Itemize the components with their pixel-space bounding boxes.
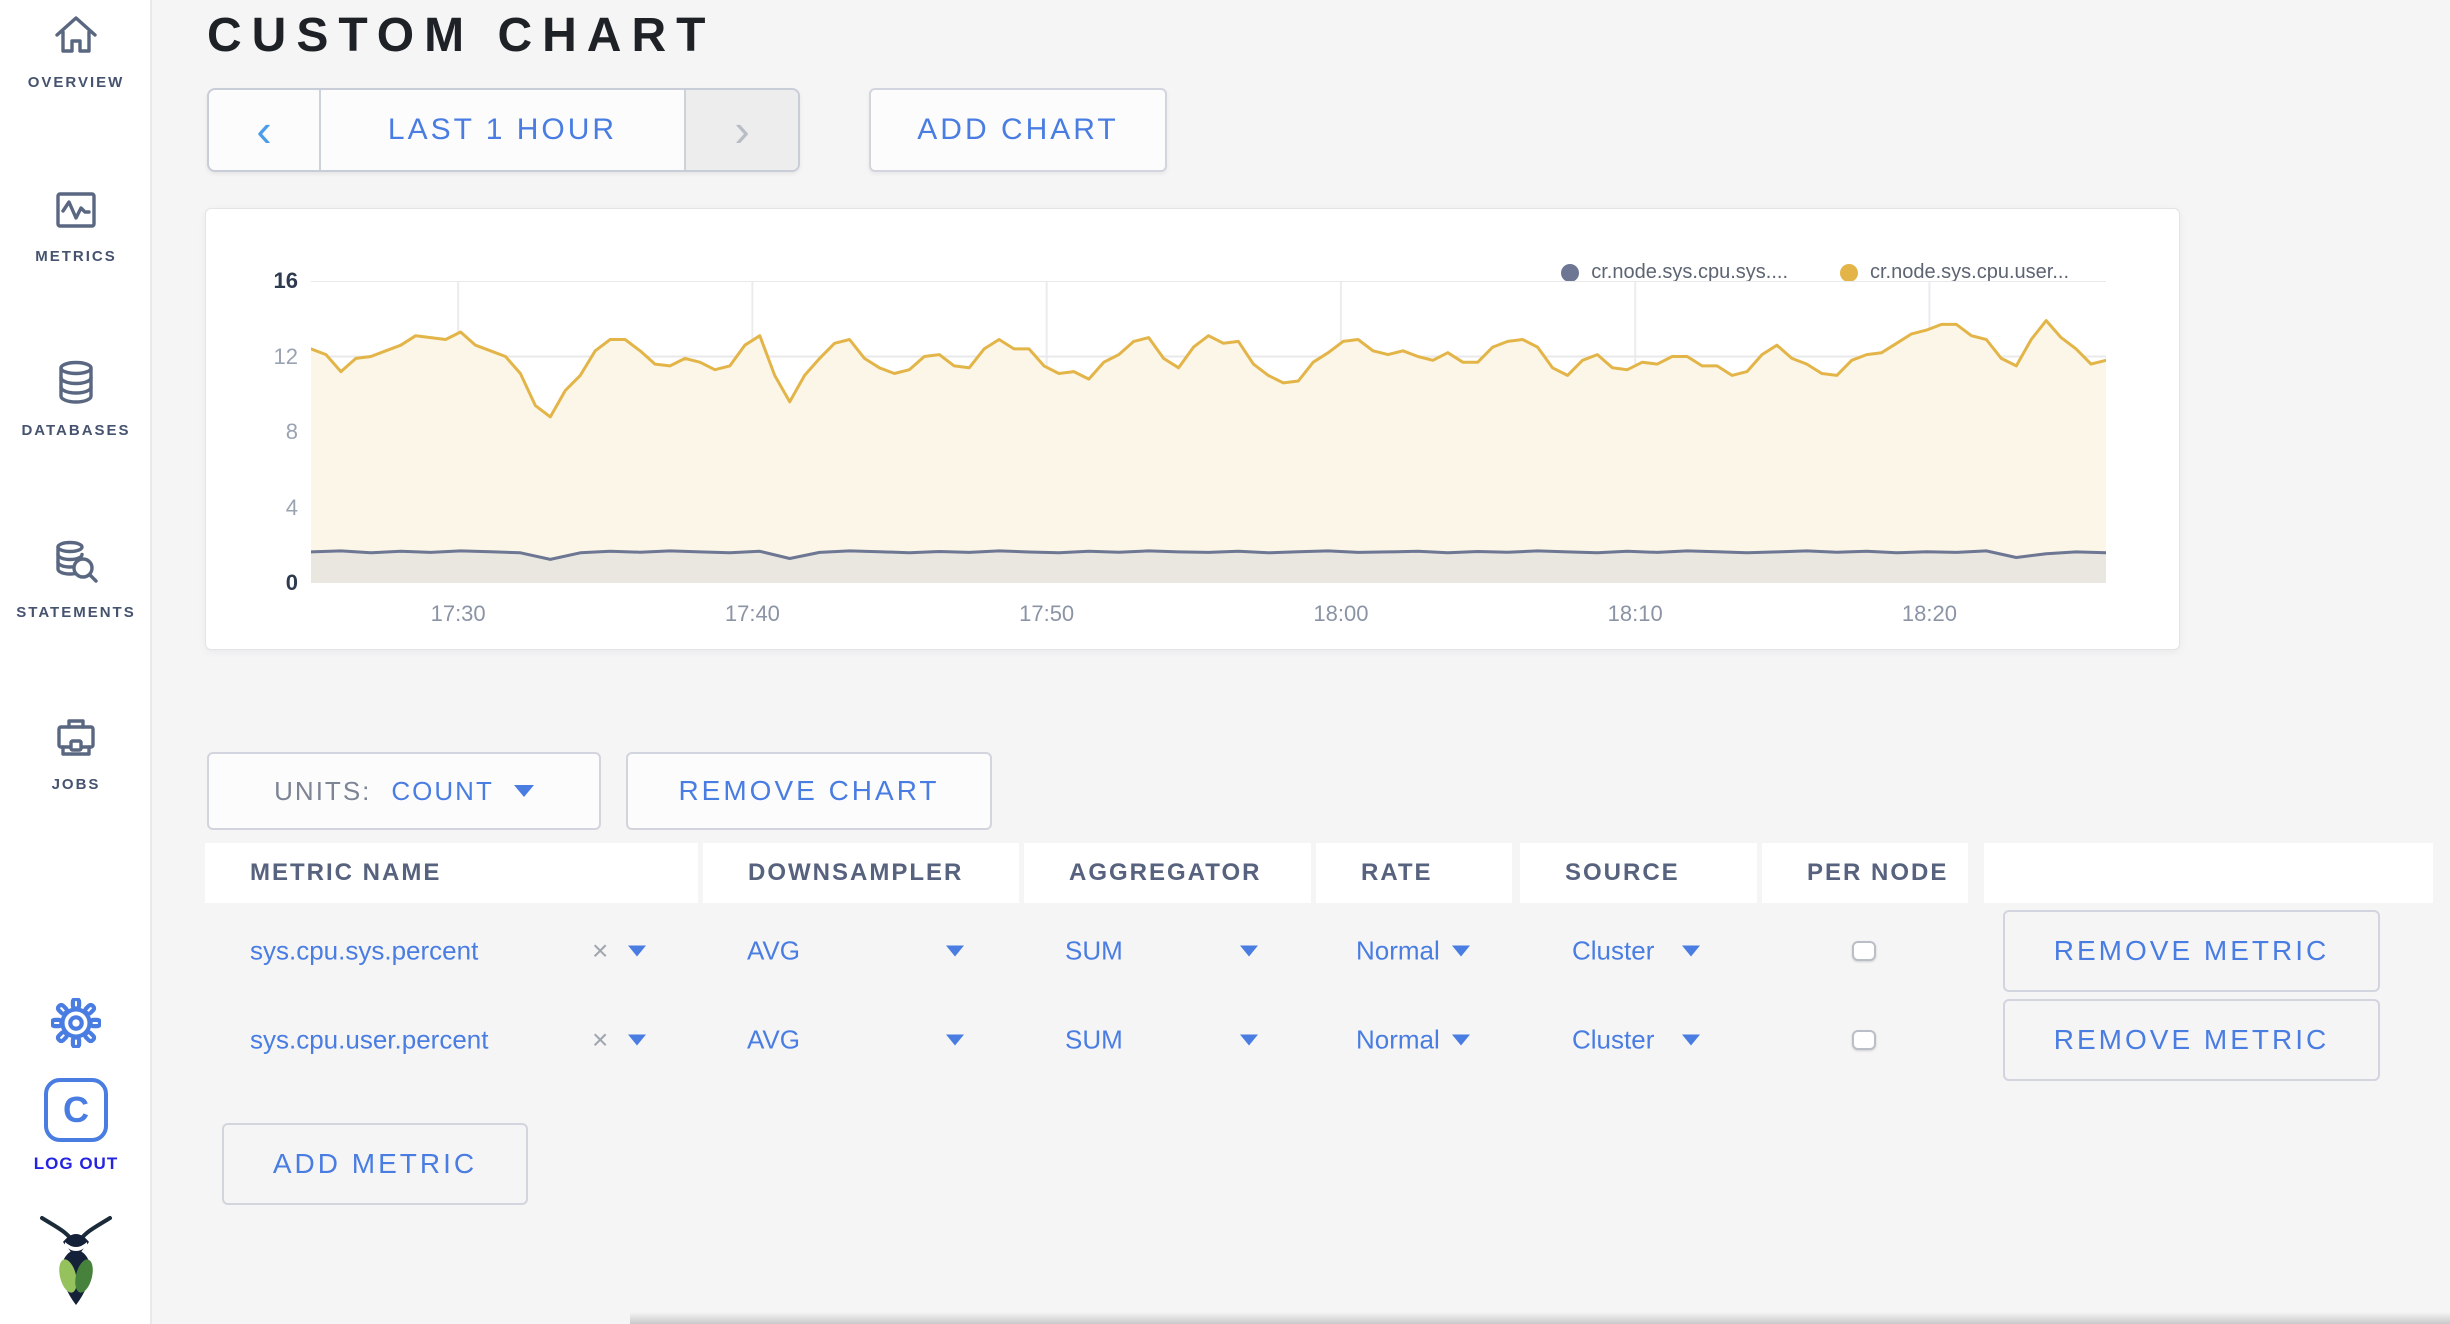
metric-name-value[interactable]: sys.cpu.user.percent	[250, 1024, 489, 1055]
caret-down-icon[interactable]	[1682, 1034, 1700, 1046]
column-header-source: SOURCE	[1520, 843, 1757, 903]
gear-icon	[51, 998, 101, 1048]
legend-label: cr.node.sys.cpu.sys....	[1591, 261, 1788, 283]
add-metric-button[interactable]: ADD METRIC	[222, 1123, 528, 1205]
x-axis-label: 18:00	[1313, 601, 1369, 626]
sidebar-item-label: STATEMENTS	[16, 604, 136, 621]
legend-dot-icon	[1840, 263, 1858, 282]
units-dropdown[interactable]: UNITS: COUNT	[207, 752, 601, 830]
logout-label: LOG OUT	[33, 1154, 119, 1173]
chevron-right-icon: ›	[734, 104, 750, 156]
y-axis-label: 4	[285, 494, 298, 520]
column-header-per-node: PER NODE	[1762, 843, 1968, 903]
y-axis-label: 0	[285, 570, 298, 595]
column-header-rate: RATE	[1316, 843, 1512, 903]
sidebar-item-label: OVERVIEW	[27, 74, 125, 91]
legend-dot-icon	[1561, 263, 1580, 282]
y-axis-label: 12	[273, 343, 298, 369]
source-select[interactable]: Cluster	[1572, 935, 1655, 966]
units-label: UNITS:	[274, 775, 372, 806]
cockroach-logo[interactable]	[0, 1212, 152, 1308]
logout-button[interactable]: C LOG OUT	[0, 1078, 152, 1174]
chevron-left-icon: ‹	[256, 104, 272, 156]
source-select[interactable]: Cluster	[1572, 1024, 1655, 1055]
column-header-aggregator: AGGREGATOR	[1024, 843, 1311, 903]
units-value: COUNT	[391, 775, 494, 806]
chart-card: cr.node.sys.cpu.sys.... cr.node.sys.cpu.…	[205, 208, 2180, 650]
x-axis-label: 17:40	[724, 601, 780, 626]
sidebar-item-metrics[interactable]: METRICS	[0, 186, 152, 265]
y-axis-label: 8	[285, 419, 298, 444]
sidebar-item-databases[interactable]: DATABASES	[0, 358, 152, 439]
metrics-graph-icon	[52, 186, 100, 234]
column-header-actions	[1984, 843, 2433, 903]
cockroach-logo-icon	[36, 1212, 116, 1308]
metric-dropdown-caret-icon[interactable]	[628, 945, 646, 957]
sidebar-item-statements[interactable]: STATEMENTS	[0, 538, 152, 621]
caret-down-icon[interactable]	[1452, 1034, 1470, 1046]
page-title: CUSTOM CHART	[207, 9, 716, 62]
x-axis-label: 18:10	[1607, 601, 1663, 626]
downsampler-select[interactable]: AVG	[747, 1024, 800, 1055]
time-prev-button[interactable]: ‹	[209, 90, 319, 170]
metric-name-value[interactable]: sys.cpu.sys.percent	[250, 935, 479, 966]
cockroach-monogram-icon: C	[44, 1078, 108, 1142]
rate-select[interactable]: Normal	[1356, 1024, 1440, 1055]
caret-down-icon	[513, 785, 534, 797]
time-next-button[interactable]: ›	[686, 90, 798, 170]
per-node-checkbox[interactable]	[1852, 1030, 1876, 1050]
legend-item-sys[interactable]: cr.node.sys.cpu.sys....	[1561, 261, 1788, 284]
table-row: sys.cpu.user.percent × AVG SUM Normal Cl…	[0, 999, 2450, 1081]
metric-dropdown-caret-icon[interactable]	[628, 1034, 646, 1046]
rate-select[interactable]: Normal	[1356, 935, 1440, 966]
remove-metric-button[interactable]: REMOVE METRIC	[2003, 910, 2380, 992]
chart-legend: cr.node.sys.cpu.sys.... cr.node.sys.cpu.…	[1561, 261, 2069, 284]
home-icon	[52, 12, 100, 60]
add-chart-button[interactable]: ADD CHART	[869, 88, 1167, 172]
column-header-downsampler: DOWNSAMPLER	[703, 843, 1019, 903]
sidebar: OVERVIEW METRICS DATABASES	[0, 0, 152, 1324]
aggregator-select[interactable]: SUM	[1065, 935, 1123, 966]
column-header-metric-name: METRIC NAME	[205, 843, 698, 903]
caret-down-icon[interactable]	[946, 1034, 964, 1046]
caret-down-icon[interactable]	[946, 945, 964, 957]
bottom-scroll-shadow	[630, 1312, 2450, 1324]
settings-button[interactable]	[0, 998, 152, 1048]
x-axis-label: 17:30	[430, 601, 486, 626]
legend-label: cr.node.sys.cpu.user...	[1870, 261, 2069, 283]
database-icon	[52, 358, 100, 408]
clear-metric-icon[interactable]: ×	[592, 935, 609, 966]
x-axis-label: 18:20	[1901, 601, 1957, 626]
downsampler-select[interactable]: AVG	[747, 935, 800, 966]
y-axis-label: 16	[273, 268, 298, 293]
aggregator-select[interactable]: SUM	[1065, 1024, 1123, 1055]
database-search-icon	[50, 538, 102, 590]
sidebar-item-jobs[interactable]: JOBS	[0, 714, 152, 793]
sidebar-item-label: METRICS	[35, 248, 117, 265]
caret-down-icon[interactable]	[1240, 945, 1258, 957]
remove-metric-button[interactable]: REMOVE METRIC	[2003, 999, 2380, 1081]
sidebar-item-label: DATABASES	[21, 422, 131, 439]
legend-item-user[interactable]: cr.node.sys.cpu.user...	[1840, 261, 2069, 284]
table-row: sys.cpu.sys.percent × AVG SUM Normal Clu…	[0, 910, 2450, 992]
briefcase-icon	[52, 714, 100, 762]
per-node-checkbox[interactable]	[1852, 941, 1876, 961]
caret-down-icon[interactable]	[1452, 945, 1470, 957]
caret-down-icon[interactable]	[1240, 1034, 1258, 1046]
sidebar-item-overview[interactable]: OVERVIEW	[0, 12, 152, 91]
sidebar-item-label: JOBS	[51, 776, 101, 793]
caret-down-icon[interactable]	[1682, 945, 1700, 957]
time-range-selector: ‹ LAST 1 HOUR ›	[207, 88, 800, 172]
clear-metric-icon[interactable]: ×	[592, 1024, 609, 1055]
x-axis-label: 17:50	[1019, 601, 1075, 626]
remove-chart-button[interactable]: REMOVE CHART	[626, 752, 992, 830]
line-chart-plot	[311, 281, 2106, 583]
time-range-dropdown[interactable]: LAST 1 HOUR	[319, 90, 686, 170]
